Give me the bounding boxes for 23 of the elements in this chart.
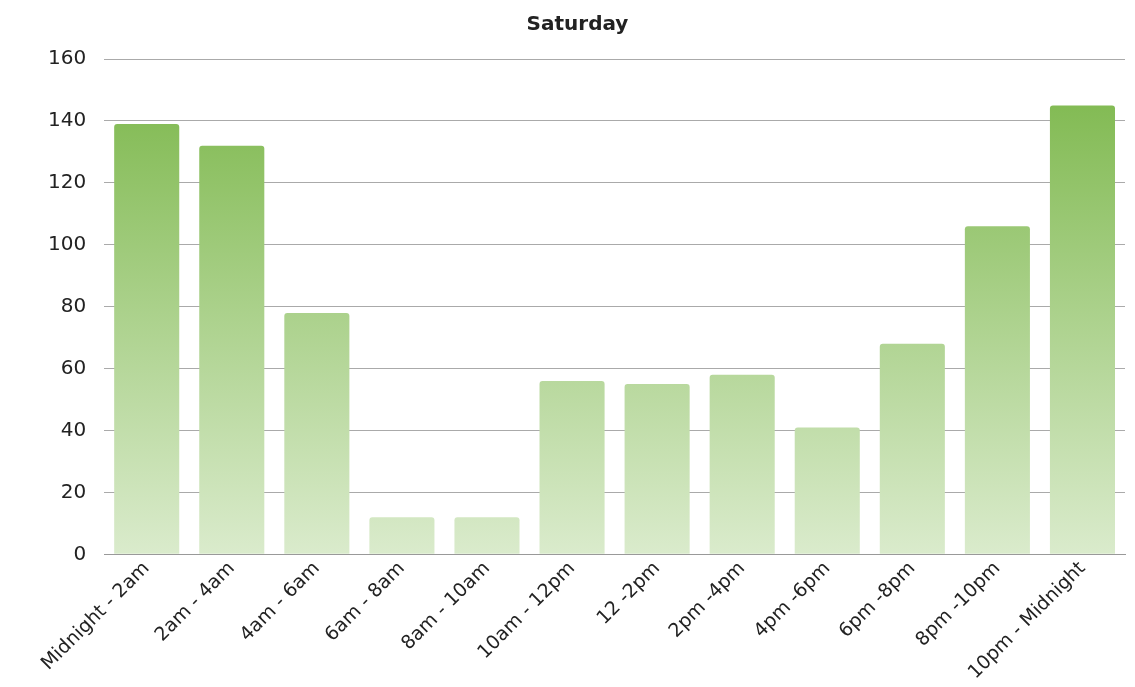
y-tick-label: 140 — [47, 107, 87, 132]
bar — [879, 343, 945, 554]
y-tick-label: 40 — [60, 416, 87, 441]
bar — [1049, 105, 1115, 554]
bar — [114, 124, 180, 554]
y-tick-label: 120 — [47, 169, 87, 194]
y-tick-label: 80 — [60, 292, 87, 317]
bar — [369, 517, 435, 554]
bar — [709, 374, 775, 554]
chart-title: Saturday — [526, 11, 629, 36]
bar — [794, 427, 860, 554]
bar — [964, 226, 1030, 554]
y-tick-label: 100 — [47, 230, 87, 255]
y-tick-label: 160 — [47, 45, 87, 70]
y-tick-label: 0 — [73, 540, 87, 565]
bar — [539, 380, 605, 554]
y-tick-label: 60 — [60, 354, 87, 379]
bar — [624, 384, 690, 554]
x-tick-label: 4am - 6am — [234, 556, 324, 645]
bar — [284, 312, 350, 554]
bar — [454, 517, 520, 554]
bar — [199, 145, 265, 554]
y-tick-label: 20 — [60, 478, 87, 503]
